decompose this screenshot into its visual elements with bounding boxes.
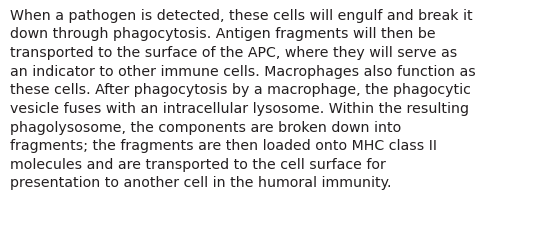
Text: When a pathogen is detected, these cells will engulf and break it
down through p: When a pathogen is detected, these cells…	[10, 9, 476, 190]
